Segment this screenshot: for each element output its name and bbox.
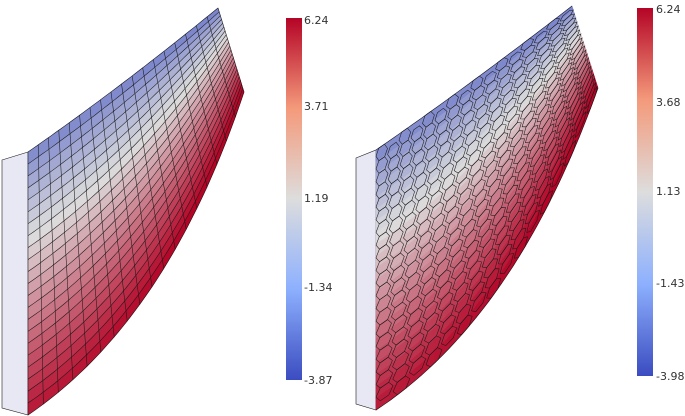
beam-side-face [1, 151, 29, 416]
mesh-cell-outline [471, 291, 487, 313]
colorbar-gradient [286, 18, 302, 380]
mesh-cell-outline [409, 355, 427, 376]
mesh-line [27, 72, 239, 356]
colorbar-tick: 6.24 [656, 3, 681, 16]
mesh-cell-outline [375, 381, 394, 402]
mesh-line [27, 57, 234, 308]
mesh-line [27, 84, 242, 392]
mesh-line [27, 53, 233, 296]
mesh-cell-outline [441, 325, 458, 346]
mesh-line [27, 30, 226, 224]
mesh-line [27, 26, 225, 213]
mesh-line [27, 7, 219, 153]
mesh-line [27, 91, 245, 416]
panel-structured-mesh [1, 7, 245, 416]
colorbar-tick: -1.34 [304, 281, 332, 294]
mesh-line [27, 68, 238, 344]
colorbar-tick: 1.13 [656, 185, 681, 198]
mesh-cell-outline [526, 209, 540, 233]
colorbar-tick: 6.24 [304, 14, 329, 27]
colorbar-tick: 3.71 [304, 100, 329, 113]
colorbar-tick: -3.87 [304, 374, 332, 387]
mesh-line [27, 19, 222, 189]
mesh-line [27, 38, 228, 248]
mesh-line [375, 5, 573, 151]
mesh-line [27, 61, 235, 320]
panel-polyhedral-mesh [355, 5, 599, 411]
beam-mesh-lines [27, 7, 245, 416]
mesh-cell-outline [574, 111, 587, 139]
colorbar-gradient [637, 8, 653, 376]
beam-front-face [375, 5, 599, 411]
mesh-line [27, 46, 231, 272]
mesh-line [27, 80, 241, 380]
mesh-line [27, 76, 240, 368]
beam-mesh-lines [375, 5, 599, 411]
mesh-line [27, 11, 220, 165]
mesh-line [27, 42, 229, 260]
mesh-line [27, 15, 221, 177]
mesh-cell-outline [551, 162, 565, 188]
mesh-line [27, 34, 227, 236]
mesh-line [375, 87, 599, 411]
colorbar-tick: -1.43 [656, 277, 684, 290]
mesh-line [27, 65, 236, 332]
mesh-cell-outline [499, 253, 514, 274]
beam-side-face [355, 149, 377, 411]
mesh-line [27, 49, 232, 284]
colorbar-tick: 3.68 [656, 96, 681, 109]
colorbar-right: 6.24 3.68 1.13 -1.43 -3.98 [637, 3, 684, 383]
mesh-line [27, 23, 223, 201]
colorbar-left: 6.24 3.71 1.19 -1.34 -3.87 [286, 14, 332, 387]
colorbar-tick: -3.98 [656, 370, 684, 383]
colorbar-tick: 1.19 [304, 192, 329, 205]
mesh-line [27, 88, 244, 404]
